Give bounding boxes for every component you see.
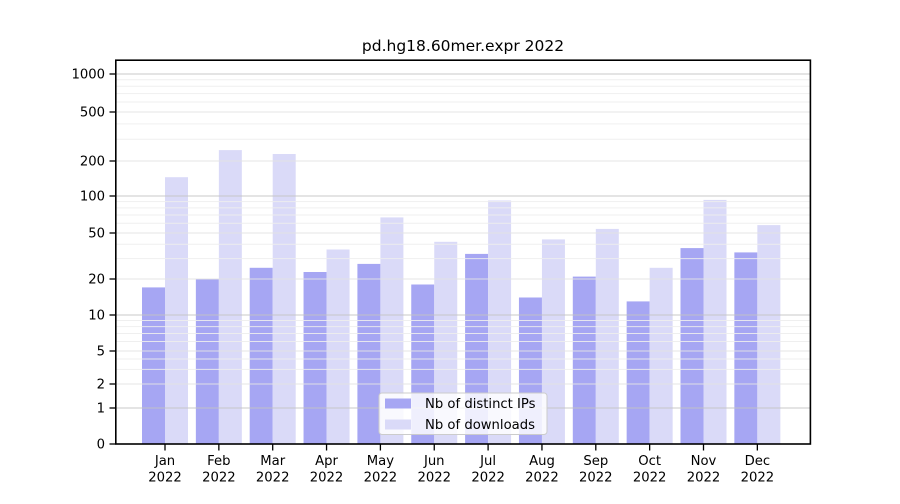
x-tick-label-year-sep: 2022 [579, 471, 613, 486]
y-tick-label-10: 10 [88, 309, 105, 324]
x-tick-label-year-aug: 2022 [525, 471, 559, 486]
x-tick-label-month-oct: Oct [638, 454, 661, 469]
bar-apr-distinct-ips [303, 272, 327, 444]
y-tick-label-2: 2 [97, 378, 105, 393]
x-tick-label-month-aug: Aug [529, 454, 555, 469]
y-tick-label-100: 100 [80, 190, 105, 205]
bar-may-downloads [380, 217, 404, 444]
y-tick-label-50: 50 [88, 227, 105, 242]
legend-label-downloads: Nb of downloads [425, 418, 535, 433]
legend-label-distinct-ips: Nb of distinct IPs [425, 397, 536, 412]
x-tick-label-month-may: May [367, 454, 394, 469]
x-tick-label-month-jan: Jan [154, 454, 175, 469]
bar-dec-distinct-ips [734, 252, 758, 444]
bar-sep-downloads [595, 228, 619, 444]
x-tick-label-year-may: 2022 [364, 471, 398, 486]
y-tick-label-1000: 1000 [71, 68, 105, 83]
legend-swatch-distinct-ips [385, 398, 411, 409]
x-tick-label-month-jul: Jul [479, 454, 496, 469]
chart-title: pd.hg18.60mer.expr 2022 [362, 37, 564, 55]
bar-mar-downloads [272, 154, 296, 444]
x-tick-label-month-jun: Jun [423, 454, 445, 469]
bar-dec-downloads [757, 225, 781, 444]
x-tick-label-year-apr: 2022 [310, 471, 344, 486]
x-tick-label-month-apr: Apr [315, 454, 338, 469]
x-tick-label-year-oct: 2022 [633, 471, 667, 486]
y-tick-label-1: 1 [97, 402, 105, 417]
legend-swatch-downloads [385, 419, 411, 430]
x-tick-label-year-jul: 2022 [471, 471, 505, 486]
x-tick-label-year-feb: 2022 [202, 471, 236, 486]
bar-sep-distinct-ips [572, 276, 596, 444]
x-tick-label-year-mar: 2022 [256, 471, 290, 486]
legend: Nb of distinct IPs Nb of downloads [378, 392, 548, 435]
bar-nov-distinct-ips [680, 248, 704, 444]
y-tick-label-200: 200 [80, 155, 105, 170]
bar-apr-downloads [326, 249, 350, 444]
bar-oct-downloads [649, 267, 673, 444]
bar-nov-downloads [703, 199, 727, 444]
x-tick-label-year-dec: 2022 [741, 471, 775, 486]
plot-border [115, 59, 812, 445]
legend-box [378, 392, 548, 435]
y-tick-label-500: 500 [80, 106, 105, 121]
x-tick-label-month-dec: Dec [745, 454, 771, 469]
x-tick-label-year-nov: 2022 [687, 471, 721, 486]
y-tick-label-0: 0 [97, 438, 105, 453]
grid-layer [115, 73, 811, 409]
x-tick-label-month-nov: Nov [691, 454, 717, 469]
x-tick-label-year-jan: 2022 [148, 471, 182, 486]
bar-may-distinct-ips [357, 263, 381, 444]
bar-jan-distinct-ips [142, 287, 165, 444]
x-tick-label-month-feb: Feb [207, 454, 230, 469]
bar-mar-distinct-ips [249, 267, 273, 444]
bar-feb-distinct-ips [195, 279, 219, 444]
bar-feb-downloads [218, 150, 242, 444]
x-tick-label-month-mar: Mar [260, 454, 285, 469]
y-tick-label-20: 20 [88, 273, 105, 288]
x-tick-label-year-jun: 2022 [417, 471, 451, 486]
x-tick-label-month-sep: Sep [583, 454, 608, 469]
y-tick-label-5: 5 [97, 345, 105, 360]
axis-layer: 0 1 2 5 10 20 50 100 200 500 1000 Jan 2022 Feb 2022 Mar… [71, 68, 774, 486]
bar-jul-downloads [488, 200, 512, 444]
bar-jan-downloads [165, 177, 188, 444]
bar-oct-distinct-ips [626, 301, 650, 444]
